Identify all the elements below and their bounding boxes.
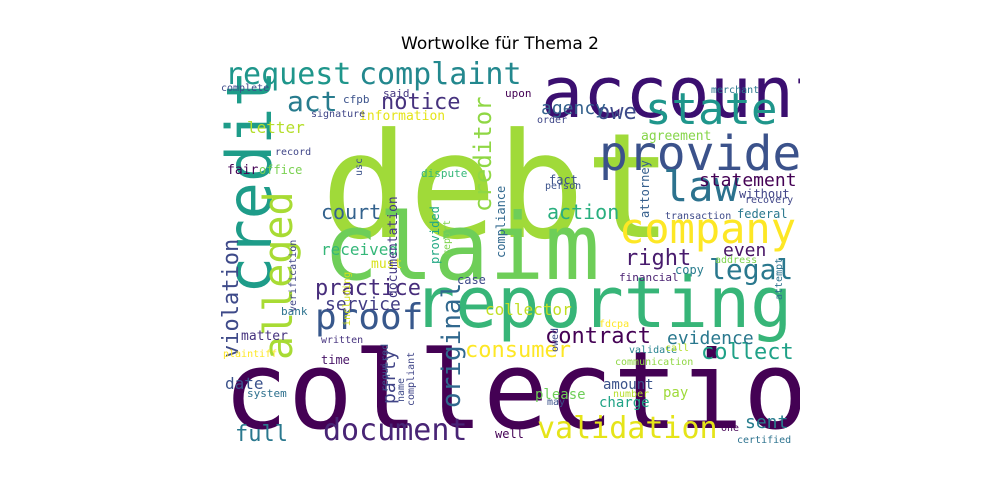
word-service: service: [325, 294, 401, 315]
word-financial: financial: [619, 271, 679, 284]
word-matter: matter: [241, 329, 288, 344]
word-merchant: merchant: [711, 85, 760, 96]
word-number: number: [613, 389, 650, 400]
word-required: required: [380, 343, 391, 392]
word-owe: owe: [597, 100, 637, 125]
word-full: full: [235, 422, 288, 447]
word-owed: owed: [550, 327, 561, 352]
word-provided: provided: [428, 206, 442, 264]
word-without: without: [739, 187, 790, 201]
word-proof: proof: [315, 297, 424, 338]
word-transaction: transaction: [665, 211, 732, 222]
word-documentation: documentation: [386, 196, 401, 298]
word-validate: validate: [629, 345, 678, 356]
word-communication: communication: [615, 357, 694, 368]
word-company: company: [619, 204, 797, 253]
word-said: said: [383, 87, 410, 100]
word-act: act: [287, 85, 338, 118]
word-complete: complete: [221, 83, 270, 94]
word-letter: letter: [247, 118, 305, 137]
word-fdcpa: fdcpa: [599, 319, 630, 330]
word-law: law: [663, 162, 739, 211]
word-information: information: [359, 109, 446, 124]
word-sent: sent: [745, 412, 789, 433]
word-collector: collector: [485, 300, 572, 319]
word-copy: copy: [675, 263, 704, 277]
word-fair: fair: [227, 163, 259, 178]
word-request: request: [225, 60, 352, 92]
word-collection: collection: [223, 329, 800, 450]
word-federal: federal: [737, 207, 788, 221]
word-document: document: [323, 413, 468, 448]
word-bank: bank: [281, 305, 308, 318]
word-statement: statement: [699, 170, 797, 191]
word-must: must: [371, 257, 403, 272]
word-order: order: [537, 115, 568, 126]
word-evidence: evidence: [667, 328, 754, 349]
word-agency: agency: [541, 98, 607, 119]
word-violation: violation: [219, 238, 244, 358]
word-contract: contract: [545, 324, 651, 349]
word-please: please: [535, 387, 586, 403]
word-upon: upon: [505, 87, 532, 100]
word-validation: validation: [537, 411, 718, 446]
word-debt: debt: [321, 102, 673, 272]
word-well: well: [495, 427, 524, 441]
word-person: person: [545, 181, 582, 192]
word-time: time: [321, 353, 350, 367]
word-may: may: [547, 397, 566, 408]
word-case: case: [457, 273, 486, 287]
word-office: office: [259, 163, 303, 177]
word-action: action: [547, 200, 620, 224]
word-reporting: reporting: [413, 262, 793, 344]
word-written: written: [321, 335, 364, 346]
word-consumer: consumer: [465, 338, 571, 363]
word-compliance: compliance: [494, 185, 508, 258]
word-system: system: [247, 387, 287, 400]
word-dispute: dispute: [421, 167, 468, 180]
word-account: account: [541, 60, 800, 134]
word-fact: fact: [549, 173, 578, 187]
word-right: right: [625, 246, 692, 271]
word-amount: amount: [603, 377, 654, 393]
word-original: original: [437, 282, 467, 408]
word-pay: pay: [663, 385, 689, 401]
word-certified: certified: [737, 435, 792, 446]
word-record: record: [275, 147, 312, 158]
word-charge: charge: [599, 395, 650, 411]
word-notice: notice: [381, 90, 461, 115]
word-claim: claim: [323, 194, 600, 301]
word-usc: usc: [354, 157, 365, 176]
word-state: state: [645, 84, 778, 135]
word-provide: provide: [599, 126, 800, 182]
word-plaintiff: plaintiff: [223, 349, 278, 360]
word-verification: verification: [288, 239, 299, 312]
word-cfpb: cfpb: [343, 93, 370, 106]
word-address: address: [715, 255, 758, 266]
word-report: report: [442, 219, 453, 256]
word-call: call: [665, 343, 690, 354]
word-complaint: complaint: [359, 60, 522, 92]
word-creditor: creditor: [469, 96, 497, 212]
word-agreement: agreement: [641, 129, 712, 144]
word-attempt: attempt: [774, 257, 785, 300]
word-legal: legal: [709, 253, 794, 286]
word-one: one: [721, 423, 740, 434]
word-collect: collect: [701, 340, 794, 365]
chart-title: Wortwolke für Thema 2: [401, 34, 599, 54]
word-practice: practice: [315, 276, 421, 301]
word-signature: signature: [311, 109, 366, 120]
word-compliant: compliant: [406, 351, 417, 406]
word-court: court: [321, 200, 382, 224]
word-cloud: debt collection claim account reporting credi…: [215, 60, 800, 450]
word-including: including: [342, 271, 353, 326]
word-recovery: recovery: [745, 195, 794, 206]
word-even: even: [723, 240, 767, 261]
word-received: received: [321, 240, 399, 259]
word-attorney: attorney: [638, 160, 652, 218]
word-date: date: [225, 374, 264, 393]
